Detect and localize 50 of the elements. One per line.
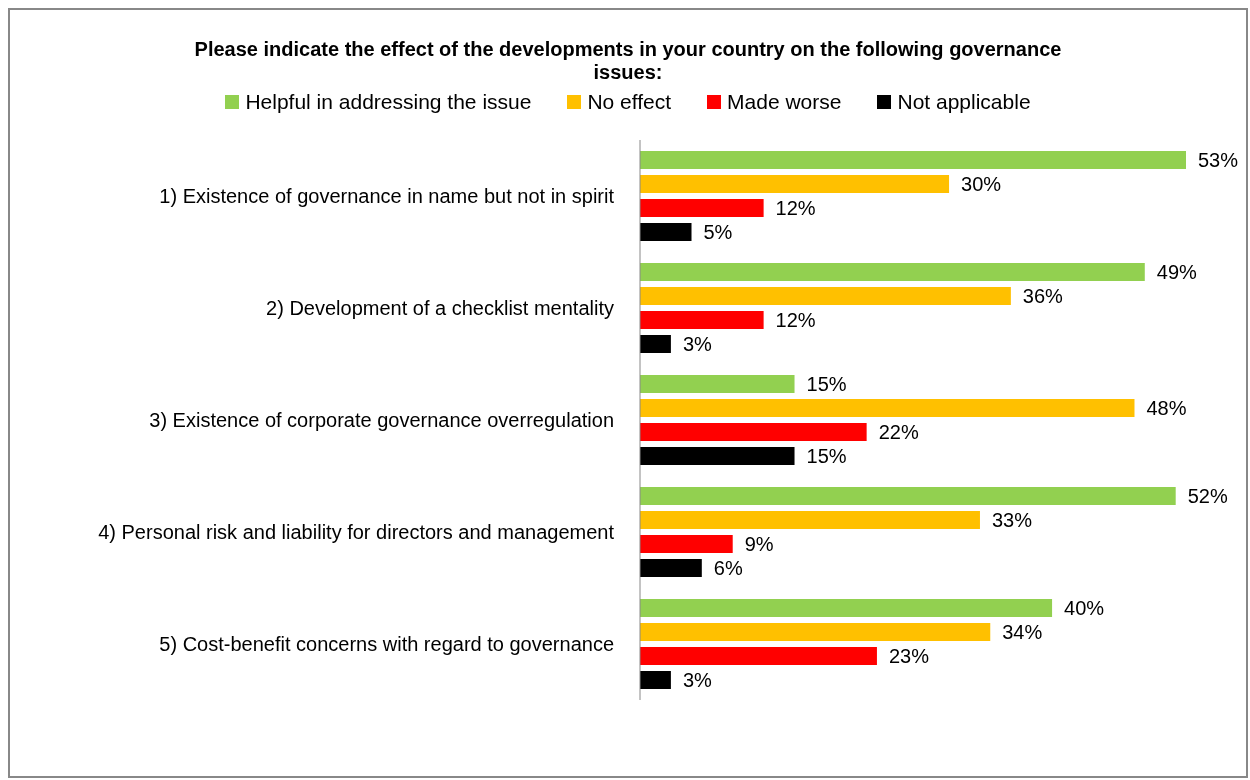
bar [640, 223, 692, 241]
bar [640, 311, 764, 329]
data-label: 40% [1064, 597, 1105, 620]
data-label: 12% [775, 197, 816, 220]
data-label: 22% [878, 421, 919, 444]
y-tick-label: 5) Cost-benefit concerns with regard to governance [159, 633, 614, 656]
legend-label: Made worse [727, 90, 842, 114]
bar [640, 423, 867, 441]
bar [640, 263, 1145, 281]
data-label: 34% [1002, 621, 1043, 644]
bar [640, 559, 702, 577]
bar [640, 487, 1176, 505]
data-label: 53% [1198, 149, 1239, 172]
legend-label: Not applicable [897, 90, 1031, 114]
data-label: 49% [1156, 261, 1198, 284]
y-tick-label: 1) Existence of governance in name but not in spirit [159, 185, 615, 208]
data-label: 9% [744, 533, 774, 556]
data-label: 12% [775, 309, 816, 332]
bar [640, 447, 795, 465]
bar [640, 287, 1011, 305]
data-label: 52% [1187, 485, 1228, 508]
bar [640, 199, 764, 217]
data-label: 6% [713, 557, 743, 580]
data-label: 5% [703, 221, 733, 244]
y-tick-label: 3) Existence of corporate governance overregulation [149, 409, 614, 432]
data-label: 3% [682, 333, 713, 356]
data-label: 15% [806, 445, 847, 468]
bar [640, 175, 950, 193]
bar [640, 647, 877, 665]
bar [640, 623, 991, 641]
y-tick-label: 4) Personal risk and liability for directors and management [98, 521, 615, 544]
bar [640, 375, 795, 393]
bar [640, 535, 733, 553]
data-label: 3% [682, 669, 713, 692]
y-tick-label: 2) Development of a checklist mentality [266, 297, 614, 320]
bar [640, 335, 671, 353]
data-label: 15% [806, 373, 847, 396]
bar [640, 599, 1053, 617]
bar [640, 151, 1186, 169]
data-label: 36% [1022, 285, 1064, 308]
legend-label: No effect [587, 90, 672, 114]
chart-title: Please indicate the effect of the developments in your country on the following governance issues: [193, 37, 1063, 84]
data-label: 48% [1146, 397, 1187, 420]
data-label: 23% [888, 645, 930, 668]
legend-label: Helpful in addressing the issue [245, 90, 532, 114]
bar [640, 671, 671, 689]
bar [640, 399, 1135, 417]
data-label: 33% [991, 509, 1033, 532]
bar [640, 511, 980, 529]
data-label: 30% [961, 173, 1002, 196]
